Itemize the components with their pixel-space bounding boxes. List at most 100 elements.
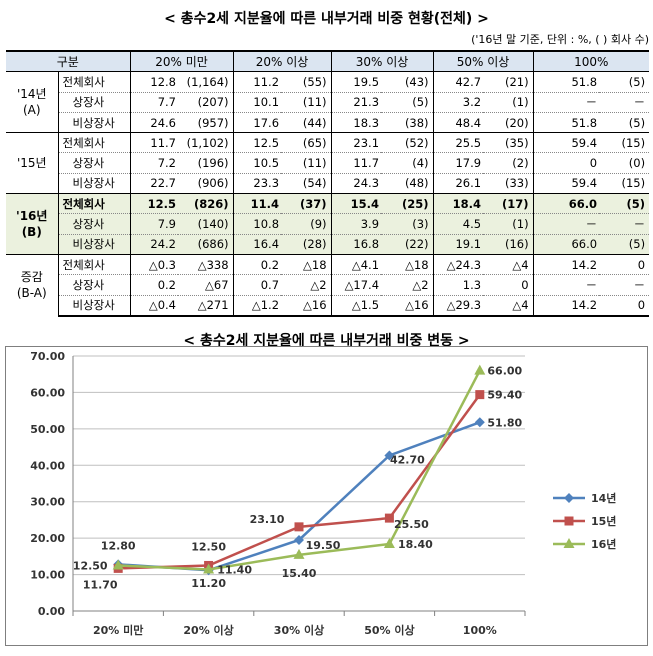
row-label: 비상장사	[58, 111, 131, 133]
table-row: 증감 (B-A) 전체회사 △0.3 △338 0.2 △18 △4.1 △18 △24.3 △4 1…	[6, 253, 650, 316]
cell-count: △2	[381, 274, 434, 296]
x-tick-label: 20% 이상	[183, 623, 233, 637]
cell-ratio: 11.2	[253, 74, 280, 89]
row-label: 전체회사	[58, 253, 131, 275]
row-label: 상장사	[58, 91, 131, 113]
row-label: 상장사	[58, 152, 131, 174]
cell-count: (140)	[178, 213, 234, 235]
cell-count: (25)	[381, 193, 434, 214]
unit-note: ('16년 말 기준, 단위 : %, ( ) 회사 수)	[471, 33, 649, 46]
cell-count: (1,164)	[178, 71, 234, 93]
cell-count: △2	[281, 274, 332, 296]
data-label: 19.50	[306, 539, 341, 552]
cell-ratio: 3.9	[331, 213, 382, 235]
cell-ratio: 14.2	[533, 253, 600, 275]
line-chart: 0.0010.0020.0030.0040.0050.0060.0070.00 …	[5, 346, 648, 646]
cell-count: (686)	[178, 233, 234, 255]
cell-ratio: △1.5	[331, 294, 382, 317]
cell-ratio: 51.8	[533, 111, 600, 133]
cell-count: △4	[483, 253, 534, 275]
y-tick-label: 30.00	[30, 496, 65, 509]
cell-ratio: 12.5	[130, 193, 178, 214]
cell-ratio: 23.1	[331, 132, 382, 153]
cell-ratio: 21.3	[331, 91, 382, 113]
table-row: 상장사 7.7 (207) 10.1 (11) 21.3 (5) 3.2 (1) －－	[6, 91, 650, 113]
cell-ratio: △17.4	[331, 274, 382, 296]
cell-ratio: 4.5	[433, 213, 484, 235]
cell-count: (17)	[483, 193, 534, 214]
cell-count: (5)	[599, 111, 650, 133]
data-point	[294, 534, 304, 545]
cell-ratio: －	[533, 274, 600, 296]
data-point	[112, 559, 124, 570]
y-tick-label: 40.00	[30, 459, 65, 472]
cell-ratio: 24.2	[130, 233, 178, 255]
cell-ratio: 23.3	[233, 172, 282, 194]
table-row: '15년 전체회사 11.7 (1,102) 12.5 (65) 23.1 (52) 25.5(…	[6, 132, 650, 194]
row-group-label: 증감 (B-A)	[6, 253, 59, 316]
data-label: 42.70	[390, 453, 425, 466]
cell-ratio: 0.2	[233, 253, 282, 275]
data-point	[474, 417, 485, 428]
cell-count: (1,102)	[178, 132, 234, 153]
cell-count: (44)	[281, 111, 332, 133]
cell-ratio: 18.3	[331, 111, 382, 133]
table-row: 상장사 7.2 (196) 10.5 (11) 11.7 (4) 17.9 (2) 0 (0)	[6, 152, 650, 174]
header-ge50: 50% 이상	[433, 50, 534, 73]
cell-ratio: △0.4	[130, 294, 178, 317]
cell-count: (5)	[599, 193, 650, 214]
cell-count: (37)	[281, 193, 332, 214]
cell-count: (5)	[628, 74, 646, 89]
cell-count: (52)	[381, 132, 434, 153]
cell-ratio: －	[533, 213, 600, 235]
row-label: 비상장사	[58, 233, 131, 255]
table-row: 상장사 7.9 (140) 10.8 (9) 3.9 (3) 4.5 (1) －－	[6, 213, 650, 235]
data-label: 12.50	[73, 559, 108, 572]
cell-ratio: △0.3	[130, 253, 178, 275]
table-row: '16년 (B) 전체회사 12.5 (826) 11.4 (37) 15.4 (25) 18.4…	[6, 193, 650, 255]
cell-ratio: 11.7	[331, 152, 382, 174]
cell-count: (1)	[483, 91, 534, 113]
cell-ratio: 12.5	[233, 132, 282, 153]
data-label: 66.00	[487, 365, 522, 378]
cell-ratio: 0.2	[130, 274, 178, 296]
row-group-label: '14년 (A)	[6, 71, 59, 133]
table-row: '14년 (A) 전체회사 12.8 (1,164) 11.2 (55) 19.5 (43) 42…	[6, 71, 649, 133]
row-label: 전체회사	[58, 193, 131, 214]
cell-ratio: 11.4	[233, 193, 282, 214]
cell-ratio: 10.5	[233, 152, 282, 174]
cell-ratio: 14.2	[533, 294, 600, 317]
cell-count: (5)	[599, 233, 650, 255]
data-label: 12.80	[101, 539, 136, 552]
cell-ratio: 17.9	[433, 152, 484, 174]
cell-count: (196)	[178, 152, 234, 174]
row-label: 비상장사	[58, 294, 131, 317]
data-label: 25.50	[394, 518, 429, 531]
cell-ratio: 24.6	[130, 111, 178, 133]
cell-count: 0	[483, 274, 534, 296]
cell-ratio: 7.9	[130, 213, 178, 235]
data-point	[293, 548, 305, 559]
cell-ratio: 16.4	[233, 233, 282, 255]
cell-ratio: △4.1	[331, 253, 382, 275]
header-ge20: 20% 이상	[233, 50, 332, 73]
table-row: 상장사 0.2 △67 0.7 △2 △17.4 △2 1.3 0 －－	[6, 274, 650, 296]
y-tick-label: 0.00	[38, 605, 65, 618]
table-row: 비상장사 24.2 (686) 16.4 (28) 16.8 (22) 19.1 (16) 66.…	[6, 233, 650, 255]
data-label: 51.80	[487, 416, 522, 429]
y-tick-label: 50.00	[30, 423, 65, 436]
cell-ratio: －	[533, 91, 600, 113]
cell-count: (9)	[281, 213, 332, 235]
cell-count: △16	[381, 294, 434, 317]
cell-count: －	[599, 213, 650, 235]
cell-count: (207)	[178, 91, 234, 113]
header-category: 구분	[6, 50, 131, 73]
header-100: 100%	[533, 50, 650, 73]
legend-label: 15년	[591, 514, 616, 528]
cell-count: (65)	[281, 132, 332, 153]
cell-count: △18	[381, 253, 434, 275]
cell-ratio: 66.0	[533, 233, 600, 255]
data-point	[383, 537, 395, 548]
cell-count: (4)	[381, 152, 434, 174]
data-label: 12.50	[191, 540, 226, 553]
